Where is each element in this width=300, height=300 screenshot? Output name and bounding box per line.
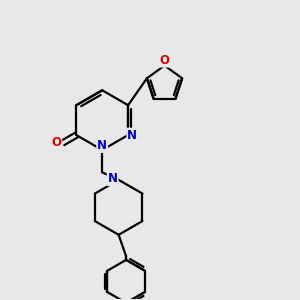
Text: O: O: [51, 136, 61, 149]
Text: N: N: [127, 129, 137, 142]
Text: N: N: [108, 172, 118, 185]
Text: N: N: [97, 139, 107, 152]
Text: O: O: [160, 54, 170, 67]
